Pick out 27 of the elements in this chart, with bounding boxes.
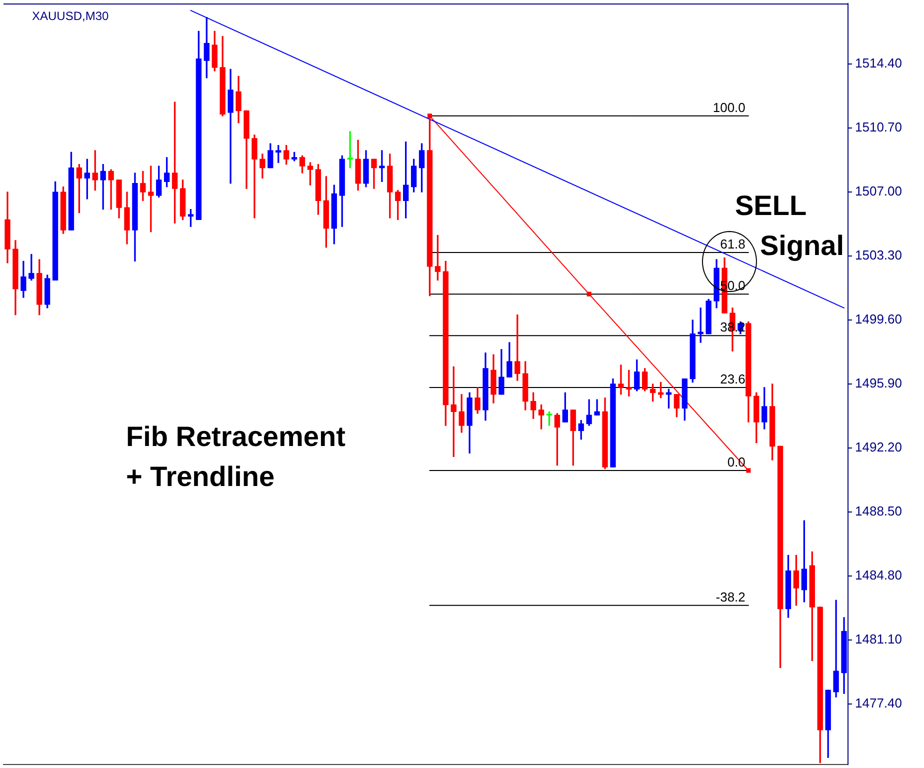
candlestick	[833, 600, 839, 698]
y-tick-label: 1481.10	[855, 632, 902, 647]
candlestick	[618, 364, 624, 395]
candlestick	[108, 169, 114, 210]
y-tick-label: 1492.20	[855, 440, 902, 455]
candlestick	[252, 134, 258, 218]
annotation: Fib Retracement + Trendline	[126, 420, 346, 494]
text: XAUUSD,M30	[32, 9, 109, 23]
y-tick-label: 1507.00	[855, 184, 902, 199]
candlestick	[594, 399, 600, 416]
point	[746, 468, 751, 473]
y-tick-label: 1477.40	[855, 696, 902, 711]
candlestick	[228, 68, 234, 184]
series-label: 23.6	[720, 371, 746, 386]
y-tick-label: 1503.30	[855, 248, 902, 263]
y-tick-label: 1514.40	[855, 56, 902, 71]
series-label: 100.0	[712, 100, 746, 115]
y-tick-label: 1484.80	[855, 568, 902, 583]
y-tick-label: 1510.70	[855, 120, 902, 135]
candlestick	[347, 131, 353, 168]
y-tick-label: 1488.50	[855, 504, 902, 519]
y-tick-label: 1495.90	[855, 376, 902, 391]
candlestick	[379, 150, 385, 182]
series-label: -38.2	[716, 589, 746, 604]
y-tick-label: 1499.60	[855, 312, 902, 327]
series-label: 61.8	[720, 236, 746, 252]
point	[586, 292, 592, 296]
